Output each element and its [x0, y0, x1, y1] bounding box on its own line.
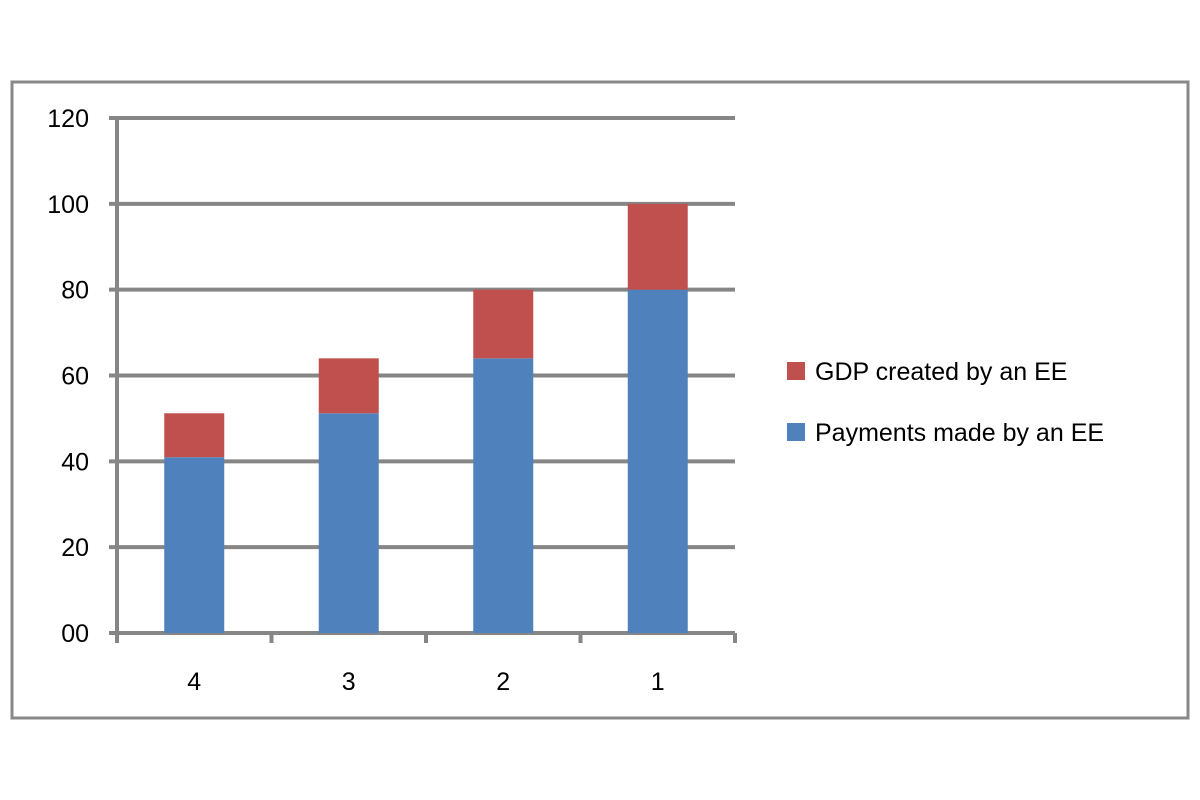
legend-swatch — [787, 423, 805, 441]
legend-label: Payments made by an EE — [815, 419, 1104, 447]
bar-payments-3 — [318, 413, 379, 633]
bar-payments-1 — [627, 289, 688, 633]
bar-payments-4 — [164, 457, 225, 633]
y-tick-label: 100 — [47, 191, 89, 219]
bar-gdp-2 — [473, 289, 534, 359]
y-tick-label: 120 — [47, 105, 89, 133]
y-tick-label: 80 — [61, 277, 89, 305]
y-tick-label: 60 — [61, 363, 89, 391]
legend-label: GDP created by an EE — [815, 358, 1067, 386]
y-tick-label: 20 — [61, 534, 89, 562]
x-tick-label: 2 — [496, 668, 510, 696]
x-tick-label: 1 — [651, 668, 665, 696]
y-tick-label: 00 — [61, 620, 89, 648]
bar-gdp-4 — [164, 413, 225, 458]
y-tick-label: 40 — [61, 448, 89, 476]
x-tick-label: 3 — [342, 668, 356, 696]
bar-payments-2 — [473, 358, 534, 633]
bar-gdp-1 — [627, 203, 688, 290]
bar-gdp-3 — [318, 358, 379, 414]
x-tick-label: 4 — [187, 668, 201, 696]
legend-swatch — [787, 362, 805, 380]
